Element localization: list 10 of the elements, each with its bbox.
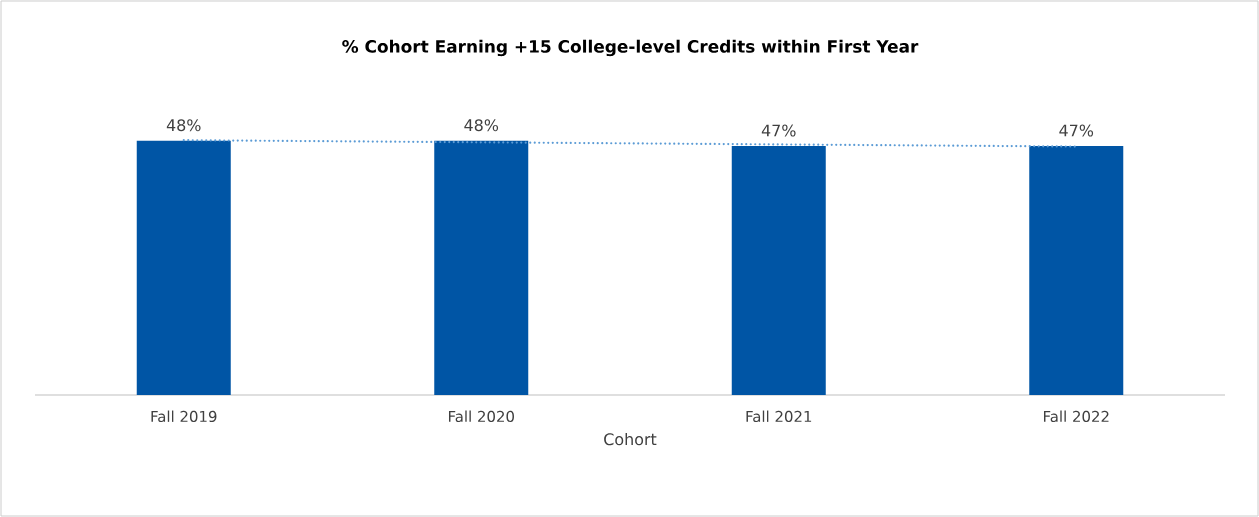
data-label: 47%: [761, 124, 796, 137]
data-label: 47%: [1059, 124, 1094, 137]
x-tick-label: Fall 2021: [746, 410, 812, 423]
data-label: 48%: [166, 119, 201, 132]
x-tick-label: Fall 2019: [151, 410, 217, 423]
data-label: 48%: [464, 119, 499, 132]
x-tick-label: Fall 2020: [448, 410, 514, 423]
x-tick-label: Fall 2022: [1043, 410, 1109, 423]
x-axis-title: Cohort: [604, 432, 657, 446]
chart-title: % Cohort Earning +15 College-level Credits within First Year: [342, 39, 919, 57]
